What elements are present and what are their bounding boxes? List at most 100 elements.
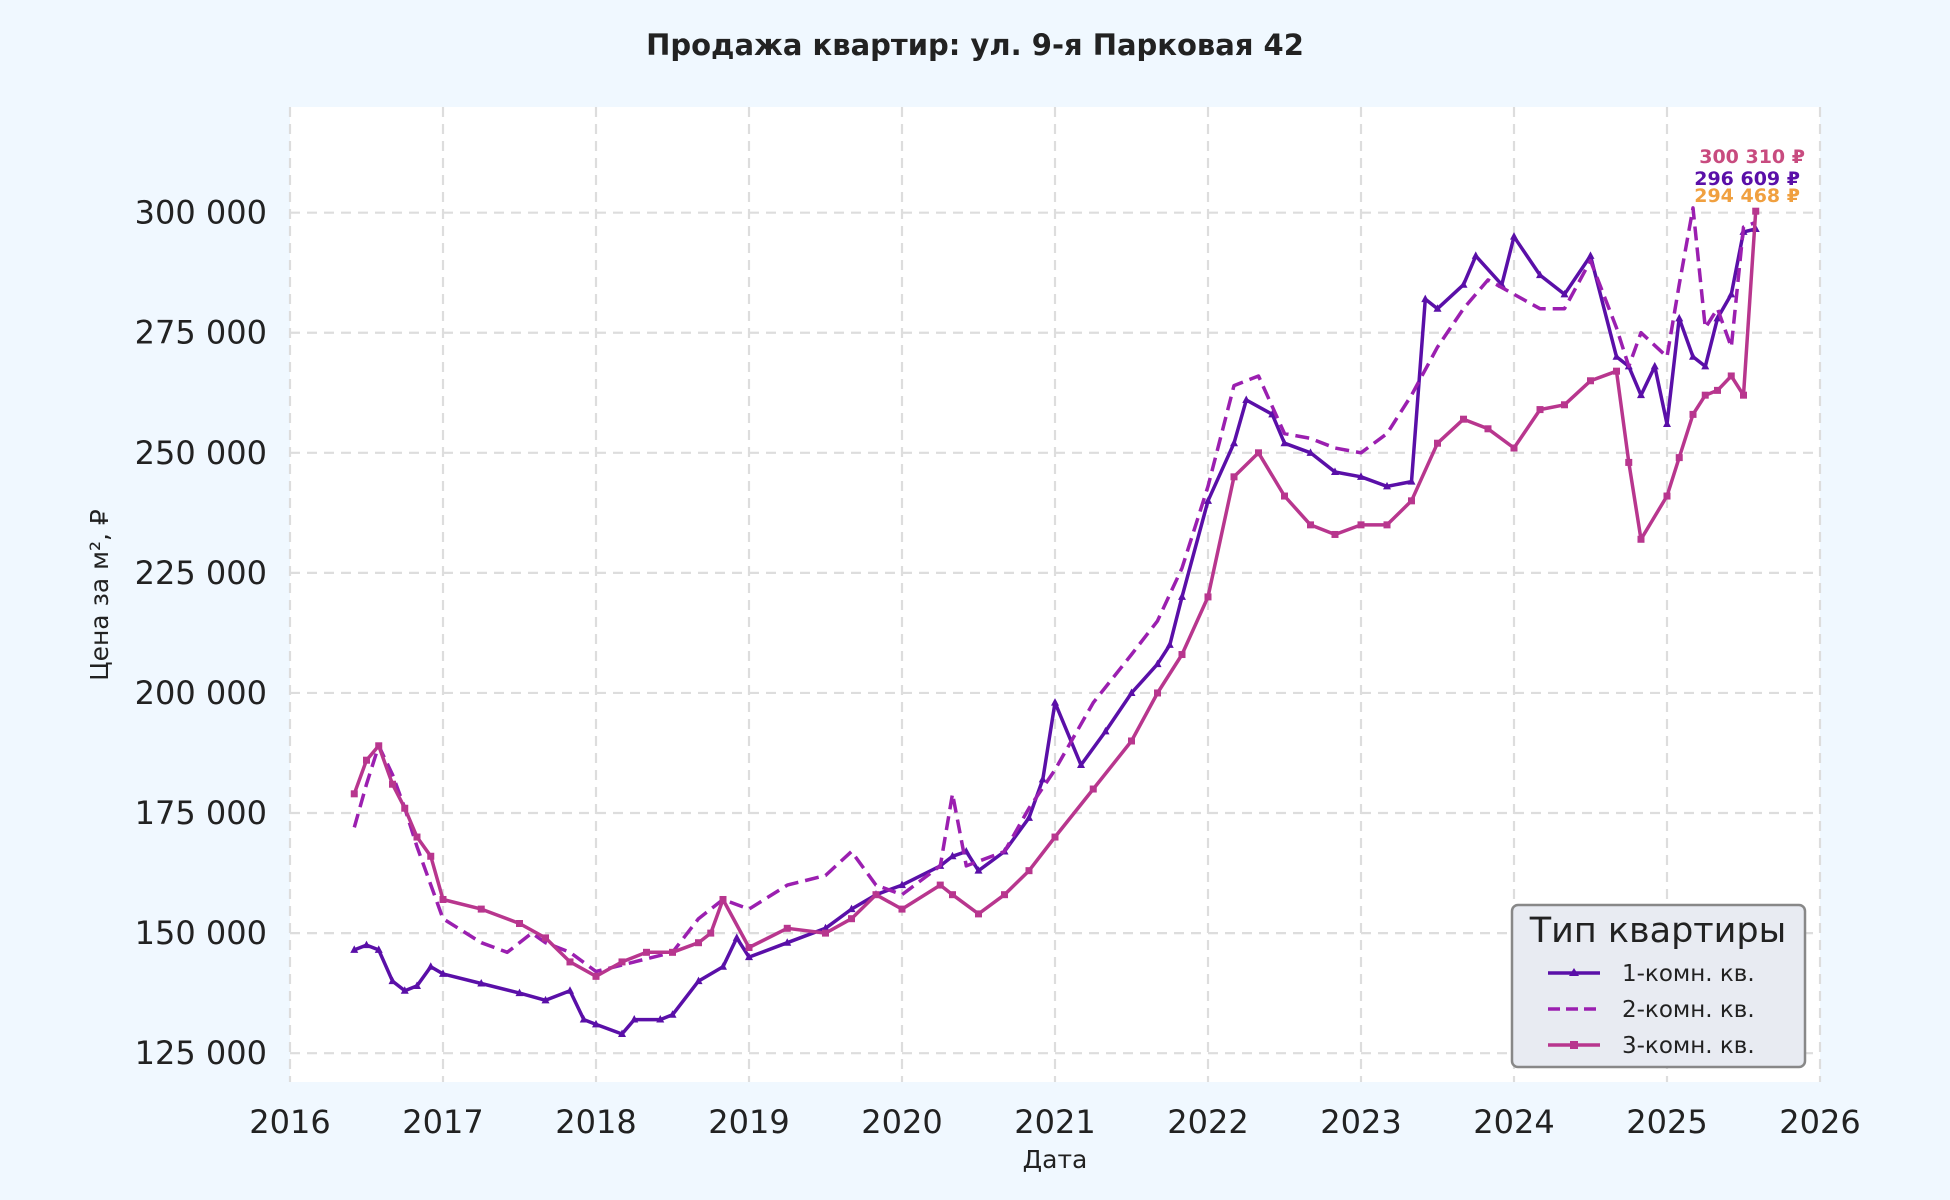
data-point bbox=[363, 756, 370, 764]
data-point bbox=[1204, 496, 1212, 504]
data-point bbox=[1536, 270, 1545, 279]
data-point bbox=[745, 944, 753, 952]
grid bbox=[288, 107, 1822, 1082]
data-point bbox=[374, 945, 383, 953]
data-point bbox=[350, 790, 358, 798]
end-value-label: 300 310 ₽ bbox=[1699, 146, 1805, 168]
data-point bbox=[822, 929, 829, 937]
data-point bbox=[1165, 640, 1174, 648]
data-point bbox=[1421, 294, 1430, 303]
data-point bbox=[1077, 760, 1086, 769]
data-point bbox=[1407, 497, 1415, 505]
data-point bbox=[1701, 361, 1710, 370]
data-point bbox=[1089, 785, 1097, 793]
data-point bbox=[592, 972, 600, 980]
series-3 bbox=[350, 207, 1760, 980]
data-point bbox=[1331, 530, 1339, 538]
data-point bbox=[1675, 313, 1684, 322]
data-point bbox=[1740, 391, 1747, 399]
series-line bbox=[352, 211, 1758, 979]
data-point bbox=[630, 1015, 639, 1023]
data-point bbox=[936, 881, 944, 889]
x-tick-label: 2024 bbox=[1473, 1103, 1554, 1141]
data-point bbox=[821, 923, 830, 932]
data-point bbox=[1484, 425, 1492, 433]
data-point bbox=[719, 895, 727, 903]
data-point bbox=[1177, 592, 1186, 600]
y-tick-label: 250 000 bbox=[135, 434, 267, 472]
data-point bbox=[1383, 521, 1391, 529]
data-point bbox=[1357, 472, 1365, 480]
data-point bbox=[1268, 409, 1277, 418]
data-point bbox=[1230, 473, 1238, 481]
x-tick-label: 2025 bbox=[1626, 1103, 1707, 1141]
data-point bbox=[975, 910, 982, 918]
y-tick-label: 125 000 bbox=[135, 1034, 267, 1072]
data-point bbox=[1460, 415, 1468, 423]
data-point bbox=[1025, 867, 1033, 875]
data-point bbox=[439, 969, 447, 977]
data-point bbox=[401, 804, 409, 812]
data-point bbox=[1306, 448, 1315, 456]
legend-title: Тип квартиры bbox=[1529, 911, 1787, 951]
data-point bbox=[413, 833, 421, 841]
data-point bbox=[477, 979, 486, 987]
data-point bbox=[1701, 391, 1709, 399]
data-point bbox=[1101, 726, 1110, 735]
data-point bbox=[1154, 689, 1162, 697]
data-point bbox=[1510, 444, 1518, 452]
data-point bbox=[783, 924, 791, 932]
legend-item: 2-комн. кв. bbox=[1548, 997, 1755, 1023]
data-point bbox=[1587, 377, 1594, 385]
data-point bbox=[668, 1010, 677, 1018]
data-point bbox=[1254, 449, 1262, 457]
x-tick-label: 2018 bbox=[555, 1103, 636, 1141]
data-point bbox=[516, 920, 523, 928]
data-point bbox=[1433, 304, 1442, 312]
data-point bbox=[707, 929, 715, 937]
series-1 bbox=[350, 224, 1760, 1037]
data-point bbox=[389, 780, 397, 788]
data-point bbox=[350, 945, 359, 953]
data-point bbox=[1357, 521, 1365, 529]
y-axis-label: Цена за м², ₽ bbox=[85, 509, 114, 681]
data-point bbox=[1281, 492, 1288, 500]
data-point bbox=[515, 988, 524, 997]
x-tick-label: 2021 bbox=[1014, 1103, 1095, 1141]
legend-item: 3-комн. кв. bbox=[1548, 1033, 1755, 1059]
data-point bbox=[1434, 439, 1441, 447]
data-point bbox=[1689, 410, 1697, 418]
x-tick-label: 2020 bbox=[861, 1103, 942, 1141]
data-point bbox=[1178, 651, 1186, 659]
data-point bbox=[847, 904, 856, 913]
data-point bbox=[1637, 535, 1645, 543]
y-tick-label: 275 000 bbox=[135, 314, 267, 352]
data-point bbox=[669, 948, 676, 956]
data-point bbox=[1383, 481, 1392, 490]
data-point bbox=[642, 948, 650, 956]
data-point bbox=[745, 952, 753, 961]
x-tick-label: 2016 bbox=[249, 1103, 330, 1141]
end-labels: 300 310 ₽296 609 ₽294 468 ₽ bbox=[1694, 146, 1805, 207]
data-point bbox=[1471, 251, 1480, 259]
data-point bbox=[1280, 438, 1289, 447]
data-point bbox=[565, 986, 574, 994]
data-point bbox=[1663, 419, 1671, 427]
data-point bbox=[1307, 521, 1315, 529]
series-line bbox=[353, 227, 1757, 1036]
data-point bbox=[1560, 289, 1569, 298]
data-point bbox=[1536, 406, 1544, 414]
data-point bbox=[618, 1029, 627, 1037]
data-point bbox=[1727, 372, 1735, 380]
data-point bbox=[566, 958, 574, 966]
data-point bbox=[375, 742, 383, 750]
x-axis-label: Дата bbox=[1023, 1145, 1088, 1174]
data-point bbox=[1625, 458, 1633, 466]
data-point bbox=[1242, 395, 1251, 403]
data-point bbox=[1051, 833, 1059, 841]
data-point bbox=[1713, 386, 1721, 394]
data-point bbox=[439, 895, 447, 903]
data-point bbox=[1230, 438, 1239, 447]
data-point bbox=[694, 976, 703, 985]
